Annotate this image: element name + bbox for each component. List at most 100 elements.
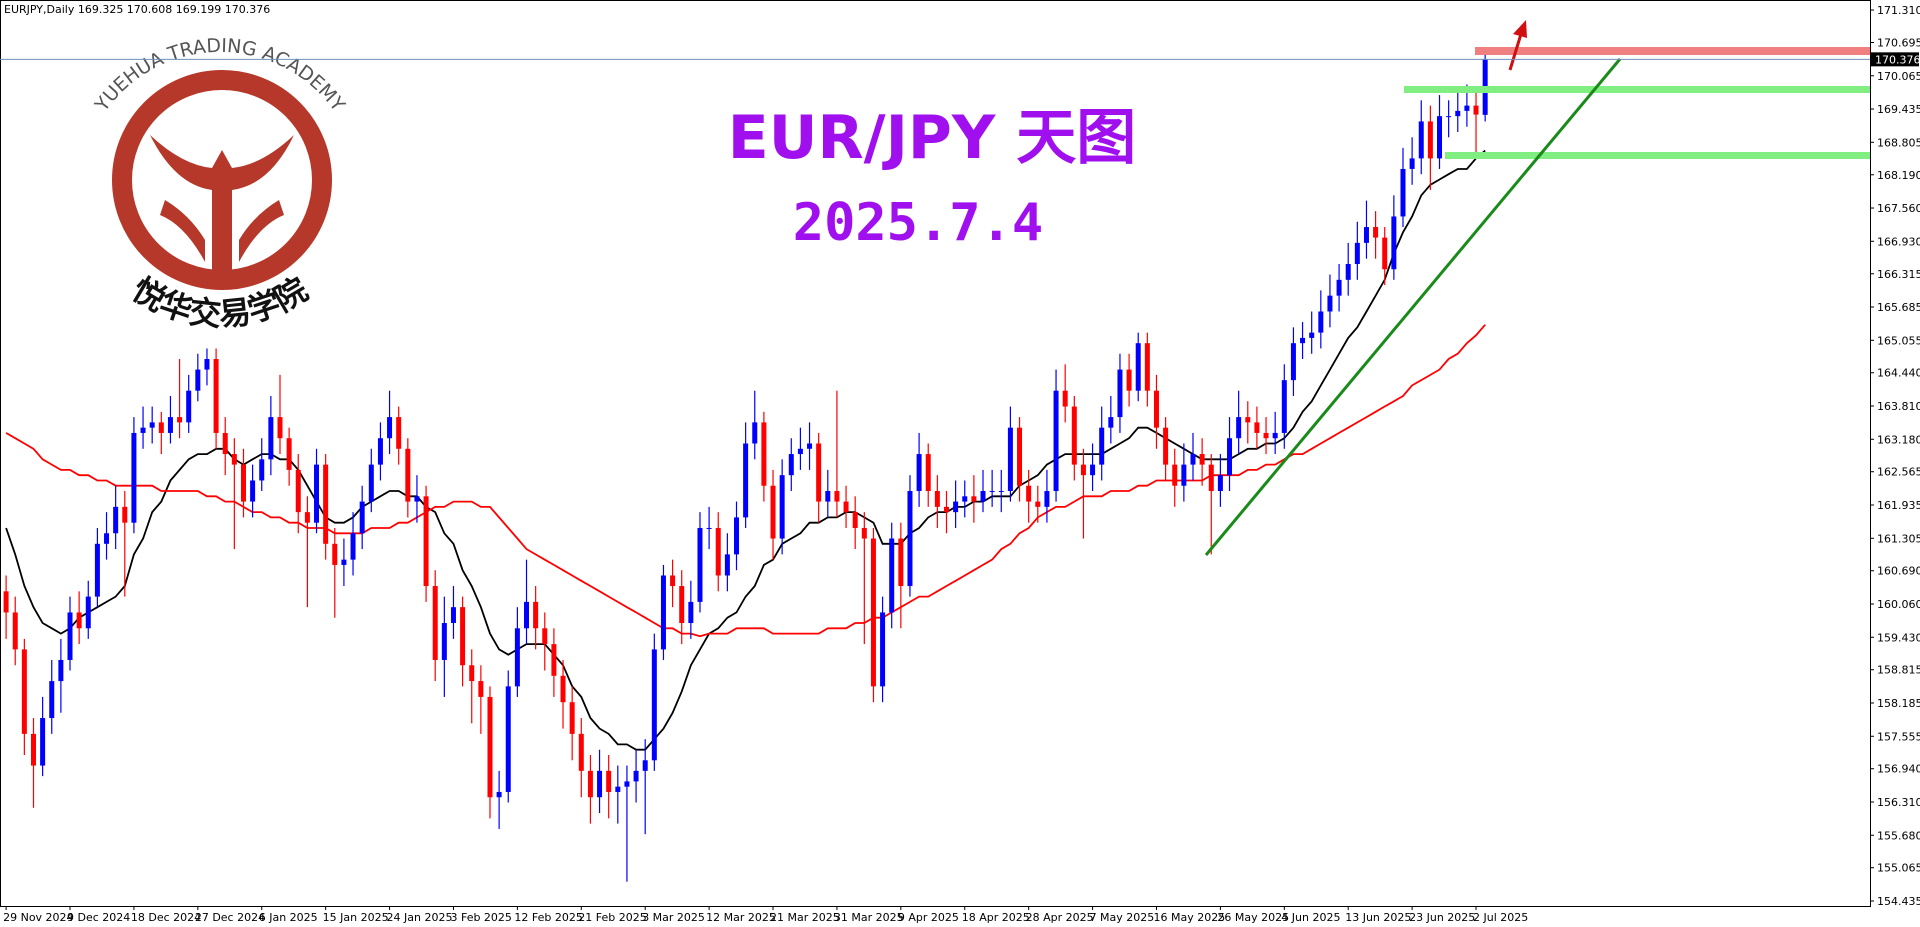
y-tick-label: 163.180 — [1877, 433, 1920, 446]
candle-body — [551, 644, 557, 676]
x-tick-label: 3 Mar 2025 — [642, 911, 705, 924]
y-tick-label: 165.055 — [1877, 334, 1920, 347]
x-tick-label: 3 Feb 2025 — [450, 911, 511, 924]
arrow-head — [1513, 20, 1527, 38]
arrow — [1508, 33, 1523, 71]
logo-emblem — [150, 135, 294, 270]
candle-body — [688, 601, 694, 624]
candle-body — [1163, 427, 1169, 465]
candle-body — [606, 770, 612, 792]
candle-body — [679, 586, 685, 624]
candle-body — [770, 485, 776, 539]
candle-body — [843, 501, 849, 513]
candle-body — [21, 649, 27, 734]
candle-body — [1080, 464, 1086, 476]
candle-body — [1227, 438, 1233, 476]
x-tick-label: 24 Jan 2025 — [387, 911, 453, 924]
candle-body — [76, 612, 82, 629]
candle-body — [186, 390, 192, 423]
candle-body — [1272, 432, 1278, 439]
candle-body — [167, 417, 173, 433]
candle-body — [761, 422, 767, 486]
candle-body — [889, 538, 895, 613]
last-price-label: 170.376 — [1875, 53, 1920, 66]
last-price-box — [1871, 52, 1919, 67]
candle-body — [1126, 369, 1132, 391]
candle-body — [1044, 491, 1050, 507]
candle-body — [633, 770, 639, 782]
candle-body — [387, 417, 393, 439]
candle-body — [350, 533, 356, 560]
candle-body — [1236, 417, 1242, 439]
x-tick-label: 18 Apr 2025 — [962, 911, 1030, 924]
candle-body — [1190, 454, 1196, 465]
candle-body — [1245, 417, 1251, 423]
candle-body — [496, 791, 502, 798]
y-tick-label: 159.430 — [1877, 631, 1920, 644]
candle-body — [651, 649, 657, 761]
candle-body — [250, 480, 256, 502]
candle-body — [1208, 464, 1214, 492]
y-tick-label: 163.810 — [1877, 400, 1920, 413]
chart-title: EUR/JPY 天图 — [728, 103, 1136, 173]
candle-body — [231, 454, 237, 465]
candle-body — [222, 432, 228, 455]
x-tick-label: 7 May 2025 — [1090, 911, 1155, 924]
resistance-zone — [1475, 47, 1870, 55]
candle-body — [533, 601, 539, 629]
candle-body — [697, 527, 703, 602]
candle-body — [158, 422, 164, 433]
x-tick-label: 4 Jun 2025 — [1281, 911, 1340, 924]
candle-body — [396, 417, 402, 449]
x-tick-label: 15 Jan 2025 — [323, 911, 389, 924]
x-tick-label: 23 Jun 2025 — [1409, 911, 1475, 924]
candle-body — [469, 665, 475, 682]
support-zone — [1445, 152, 1870, 159]
x-tick-label: 29 Nov 2024 — [3, 911, 73, 924]
y-tick-label: 161.305 — [1877, 532, 1920, 545]
candle-body — [1391, 216, 1397, 270]
candle-body — [1017, 427, 1023, 486]
candle-body — [998, 491, 1004, 493]
candle-body — [505, 686, 511, 792]
logo-emblem — [160, 200, 284, 262]
annotations — [1204, 20, 1870, 556]
candle-body — [478, 681, 484, 697]
trend-line — [1204, 58, 1622, 556]
candle-body — [706, 527, 712, 529]
candle-body — [1437, 116, 1443, 159]
y-tick-label: 156.310 — [1877, 796, 1920, 809]
candle-body — [807, 443, 813, 449]
candle-body — [925, 454, 931, 492]
candle-body — [1035, 501, 1041, 507]
y-tick-label: 168.190 — [1877, 169, 1920, 182]
plot — [3, 47, 1488, 882]
candle-body — [104, 533, 110, 544]
x-tick-label: 13 Jun 2025 — [1345, 911, 1411, 924]
x-tick-label: 31 Mar 2025 — [834, 911, 904, 924]
candle-body — [450, 607, 456, 624]
y-tick-label: 156.940 — [1877, 763, 1920, 776]
candle-body — [1217, 475, 1223, 492]
candle-body — [1281, 380, 1287, 433]
candle-body — [788, 454, 794, 476]
candle-body — [660, 575, 666, 650]
y-tick-label: 158.815 — [1877, 664, 1920, 677]
candle-body — [1135, 343, 1141, 391]
candle-body — [734, 517, 739, 555]
y-tick-label: 157.555 — [1877, 730, 1920, 743]
candle-body — [1181, 464, 1187, 486]
x-tick-label: 12 Mar 2025 — [706, 911, 776, 924]
x-tick-label: 12 Feb 2025 — [514, 911, 582, 924]
x-tick-label: 28 Apr 2025 — [1026, 911, 1094, 924]
candle-body — [277, 417, 283, 439]
candle-body — [597, 770, 603, 798]
candle-body — [1446, 116, 1452, 118]
candle-body — [177, 417, 183, 423]
candle-body — [989, 491, 995, 493]
logo-ring — [112, 70, 332, 290]
candle-body — [149, 422, 155, 428]
candle-body — [953, 501, 959, 513]
candle-body — [377, 438, 383, 465]
